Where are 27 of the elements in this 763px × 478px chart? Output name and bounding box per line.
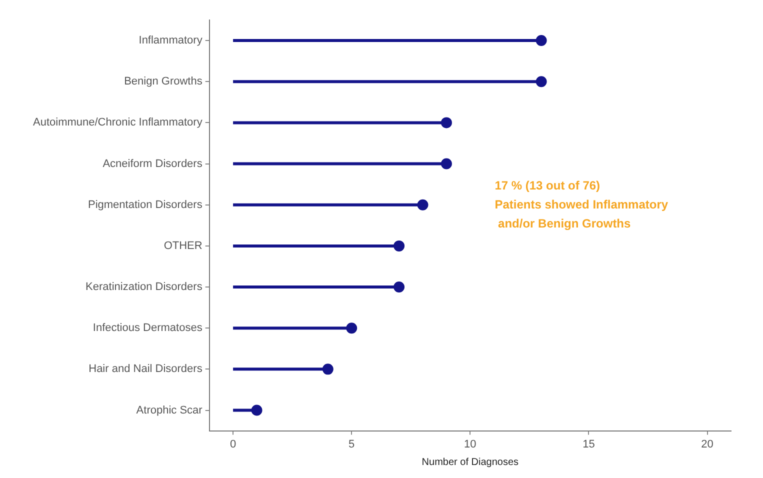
y-tick-label: Hair and Nail Disorders: [88, 363, 203, 376]
point: [346, 322, 358, 334]
y-tick-label: Autoimmune/Chronic Inflammatory: [32, 116, 203, 129]
point: [536, 76, 547, 88]
y-tick-label: Atrophic Scar: [136, 404, 203, 416]
y-tick-label: Infectious Dermatoses: [92, 322, 203, 334]
point: [251, 404, 262, 416]
y-tick-label: Pigmentation Disorders: [88, 198, 203, 211]
y-tick-label: Inflammatory: [138, 34, 203, 47]
x-tick-label: 10: [464, 438, 476, 450]
y-tick-label: Benign Growths: [124, 76, 203, 88]
x-axis-title: Number of Diagnoses: [422, 456, 519, 468]
x-tick-label: 5: [348, 438, 355, 450]
y-tick-label: Keratinization Disorders: [86, 281, 203, 294]
point: [440, 117, 452, 128]
point: [394, 240, 405, 252]
x-tick-label: 20: [701, 438, 714, 450]
x-tick-label: 15: [582, 438, 595, 450]
x-tick-label: 0: [230, 438, 236, 450]
y-tick-label: Acneiform Disorders: [102, 158, 203, 170]
y-tick-label: OTHER: [164, 240, 202, 252]
annotation: 17 % (13 out of 76) Patients showed Inflammatory and/or Benign Growths: [494, 178, 668, 231]
point: [440, 158, 452, 170]
point: [394, 282, 405, 293]
point: [417, 199, 428, 210]
point: [322, 364, 334, 375]
point: [536, 35, 547, 46]
